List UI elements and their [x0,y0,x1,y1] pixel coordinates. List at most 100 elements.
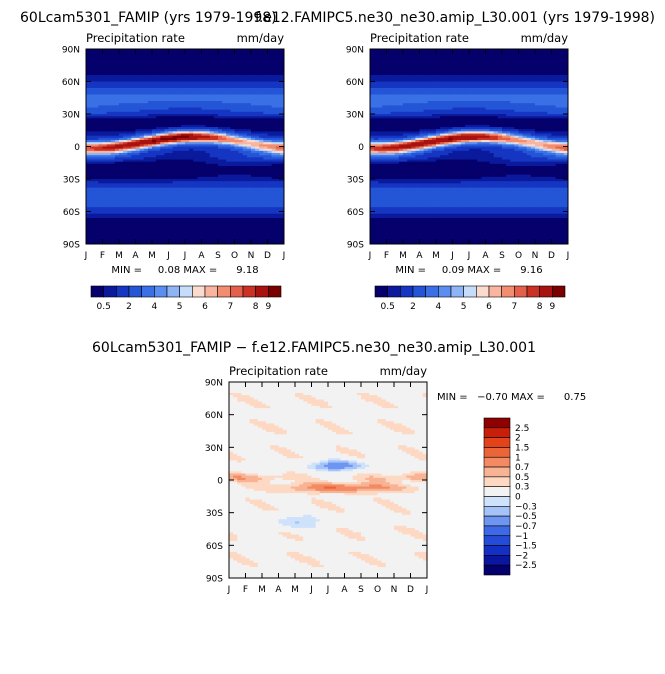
field-cell [246,57,252,61]
field-cell [110,59,116,63]
field-cell [143,129,149,132]
field-cell [143,72,149,76]
field-cell [378,194,383,197]
field-cell [143,239,149,243]
field-cell [123,228,128,232]
field-cell [189,213,194,217]
field-cell [259,92,264,96]
field-cell [271,200,277,204]
field-cell [119,155,124,158]
field-cell [98,155,104,158]
field-cell [242,215,248,219]
field-cell [213,218,219,221]
field-cell [242,70,248,74]
field-cell [102,148,108,152]
field-cell [131,172,137,176]
field-cell [164,59,170,63]
field-cell [222,118,227,122]
field-cell [189,137,194,141]
field-cell [168,135,174,139]
field-cell [209,133,215,137]
field-cell [205,170,211,174]
field-cell [201,213,207,217]
field-cell [86,198,91,202]
field-cell [147,57,153,61]
field-cell [185,211,190,215]
field-cell [390,224,396,228]
field-cell [98,144,104,148]
field-cell [279,241,284,244]
field-cell [98,137,104,141]
field-cell [213,72,219,76]
field-cell [271,233,277,236]
field-cell [378,222,383,226]
field-cell [226,222,231,226]
field-cell [172,137,178,141]
field-cell [114,49,120,52]
field-cell [131,83,137,87]
field-cell [131,192,137,195]
field-cell [259,187,264,191]
field-cell [226,159,231,163]
field-cell [106,94,112,98]
field-cell [275,235,281,239]
field-cell [180,174,186,178]
field-cell [279,202,284,206]
field-cell [271,109,277,113]
field-cell [180,161,186,165]
field-cell [197,53,203,57]
field-cell [114,166,120,169]
field-cell [123,161,128,165]
field-cell [218,129,223,132]
field-cell [168,185,174,189]
field-cell [197,187,203,191]
field-cell [238,62,244,65]
field-cell [201,233,207,236]
field-cell [185,127,190,130]
field-cell [114,72,120,76]
field-cell [135,183,141,187]
field-cell [139,215,145,219]
field-cell [185,183,190,187]
field-cell [152,179,157,182]
field-cell [267,118,273,122]
field-cell [160,83,165,87]
field-cell [259,181,264,184]
field-cell [201,187,207,191]
field-cell [176,213,182,217]
field-cell [176,179,182,182]
field-cell [263,198,269,202]
field-cell [226,103,231,106]
field-cell [86,127,91,130]
field-cell [131,237,137,241]
field-cell [160,194,165,197]
field-cell [390,142,396,145]
field-cell [98,64,104,67]
field-cell [172,211,178,215]
field-cell [94,153,99,156]
field-cell [267,207,273,210]
field-cell [222,194,227,197]
field-cell [94,200,99,204]
field-cell [86,92,91,96]
field-cell [94,222,99,226]
field-cell [139,181,145,184]
field-cell [90,207,95,210]
field-cell [114,163,120,167]
field-cell [226,176,231,180]
field-cell [279,85,284,89]
field-cell [180,53,186,57]
field-cell [193,75,198,78]
field-cell [102,118,108,122]
field-cell [374,142,379,145]
field-cell [90,79,95,83]
field-cell [218,66,223,70]
field-cell [90,235,95,239]
field-cell [242,231,248,234]
field-cell [246,187,252,191]
field-cell [86,101,91,104]
field-cell [106,77,112,80]
field-cell [251,90,256,93]
field-cell [172,144,178,148]
field-cell [98,101,104,104]
